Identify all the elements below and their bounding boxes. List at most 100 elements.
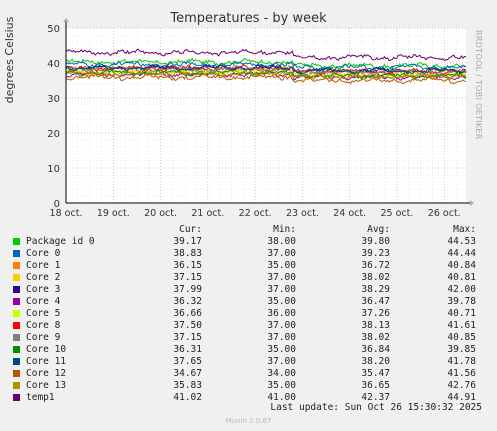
legend-series-name: Core 8 <box>26 320 61 331</box>
legend-value-min: 37.00 <box>267 284 296 295</box>
legend-swatch <box>13 370 20 377</box>
y-tick-label: 40 <box>47 59 60 70</box>
legend-value-max: 40.71 <box>447 308 476 319</box>
legend-value-avg: 36.47 <box>361 296 390 307</box>
legend-value-cur: 35.83 <box>173 380 202 391</box>
legend-value-cur: 36.32 <box>173 296 202 307</box>
legend-swatch <box>13 286 20 293</box>
legend-row: Package id 0 39.17 38.00 39.80 44.53 <box>12 236 492 248</box>
temperature-plot: 0 10 20 30 40 50 18 oct. 19 oct. 20 oct. 21 oct. 2… <box>47 18 474 219</box>
legend-row: Core 11 37.65 37.00 38.20 41.78 <box>12 356 492 368</box>
legend-value-max: 39.78 <box>447 296 476 307</box>
legend-value-cur: 41.02 <box>173 392 202 403</box>
legend-value-max: 39.85 <box>447 344 476 355</box>
legend-value-avg: 38.29 <box>361 284 390 295</box>
x-tick-label: 19 oct. <box>97 208 130 219</box>
legend-header: Cur: Min: Avg: Max: <box>12 224 492 236</box>
legend-value-min: 37.00 <box>267 356 296 367</box>
legend-row: temp1 41.02 41.00 42.37 44.91 <box>12 392 492 404</box>
legend-series-name: Core 1 <box>26 260 61 271</box>
legend-value-avg: 38.13 <box>361 320 390 331</box>
legend-swatch <box>13 298 20 305</box>
legend-value-avg: 39.23 <box>361 248 390 259</box>
legend-value-cur: 37.15 <box>173 272 202 283</box>
legend-swatch <box>13 382 20 389</box>
munin-version: Munin 2.0.67 <box>225 417 272 425</box>
legend-col-min: Min: <box>273 224 296 235</box>
legend-value-max: 41.78 <box>447 356 476 367</box>
legend-row: Core 12 34.67 34.00 35.47 41.56 <box>12 368 492 380</box>
legend-value-min: 37.00 <box>267 272 296 283</box>
y-tick-label: 30 <box>47 94 60 105</box>
legend-row: Core 10 36.31 35.00 36.84 39.85 <box>12 344 492 356</box>
legend-series-name: Core 13 <box>26 380 67 391</box>
legend-series-name: Core 11 <box>26 356 67 367</box>
x-tick-label: 23 oct. <box>286 208 319 219</box>
legend-swatch <box>13 274 20 281</box>
y-tick-label: 20 <box>47 129 60 140</box>
legend-swatch <box>13 322 20 329</box>
y-axis-arrow <box>63 18 69 22</box>
legend-series-name: Core 4 <box>26 296 61 307</box>
legend-row: Core 9 37.15 37.00 38.02 40.85 <box>12 332 492 344</box>
series-line <box>65 69 467 81</box>
legend: Cur: Min: Avg: Max: Package id 0 39.17 38.… <box>12 224 492 404</box>
legend-value-max: 42.76 <box>447 380 476 391</box>
legend-value-max: 40.84 <box>447 260 476 271</box>
series-line <box>65 68 466 81</box>
legend-row: Core 4 36.32 35.00 36.47 39.78 <box>12 296 492 308</box>
last-update: Last update: Sun Oct 26 15:30:32 2025 <box>270 402 482 413</box>
x-tick-label: 20 oct. <box>144 208 177 219</box>
series-line <box>65 60 466 72</box>
legend-value-min: 41.00 <box>267 392 296 403</box>
legend-row: Core 5 36.66 36.00 37.26 40.71 <box>12 308 492 320</box>
legend-value-max: 40.85 <box>447 332 476 343</box>
legend-value-min: 35.00 <box>267 296 296 307</box>
legend-col-max: Max: <box>453 224 476 235</box>
series-line <box>65 64 467 76</box>
legend-row: Core 0 38.83 37.00 39.23 44.44 <box>12 248 492 260</box>
legend-value-avg: 36.84 <box>361 344 390 355</box>
x-axis-arrow <box>470 200 474 206</box>
legend-row: Core 3 37.99 37.00 38.29 42.00 <box>12 284 492 296</box>
legend-series-name: Core 3 <box>26 284 61 295</box>
legend-row: Core 13 35.83 35.00 36.65 42.76 <box>12 380 492 392</box>
y-tick-label: 0 <box>54 199 60 210</box>
legend-value-max: 42.00 <box>447 284 476 295</box>
y-tick-label: 50 <box>47 24 60 35</box>
x-tick-label: 26 oct. <box>428 208 461 219</box>
legend-value-min: 37.00 <box>267 332 296 343</box>
x-tick-label: 18 oct. <box>50 208 83 219</box>
y-tick-label: 10 <box>47 164 60 175</box>
legend-value-max: 44.91 <box>447 392 476 403</box>
legend-value-cur: 37.15 <box>173 332 202 343</box>
legend-value-cur: 39.17 <box>173 236 202 247</box>
legend-series-name: Core 9 <box>26 332 61 343</box>
series-line <box>66 73 467 85</box>
legend-value-min: 35.00 <box>267 260 296 271</box>
legend-series-name: Core 12 <box>26 368 67 379</box>
legend-swatch <box>13 250 20 257</box>
legend-swatch <box>13 346 20 353</box>
legend-value-cur: 36.15 <box>173 260 202 271</box>
legend-series-name: Core 2 <box>26 272 61 283</box>
legend-value-avg: 36.65 <box>361 380 390 391</box>
series-line <box>65 57 467 70</box>
legend-value-avg: 38.20 <box>361 356 390 367</box>
x-tick-label: 21 oct. <box>191 208 224 219</box>
chart-title: Temperatures - by week <box>170 11 327 26</box>
plot-area <box>66 28 466 203</box>
legend-value-cur: 34.67 <box>173 368 202 379</box>
legend-value-cur: 38.83 <box>173 248 202 259</box>
legend-series-name: Core 10 <box>26 344 67 355</box>
legend-value-cur: 37.65 <box>173 356 202 367</box>
legend-value-max: 41.56 <box>447 368 476 379</box>
x-tick-label: 22 oct. <box>239 208 272 219</box>
legend-swatch <box>13 262 20 269</box>
legend-value-cur: 36.66 <box>173 308 202 319</box>
legend-value-cur: 37.50 <box>173 320 202 331</box>
legend-value-max: 41.61 <box>447 320 476 331</box>
legend-col-cur: Cur: <box>179 224 202 235</box>
legend-value-cur: 36.31 <box>173 344 202 355</box>
legend-series-name: Package id 0 <box>26 236 95 247</box>
